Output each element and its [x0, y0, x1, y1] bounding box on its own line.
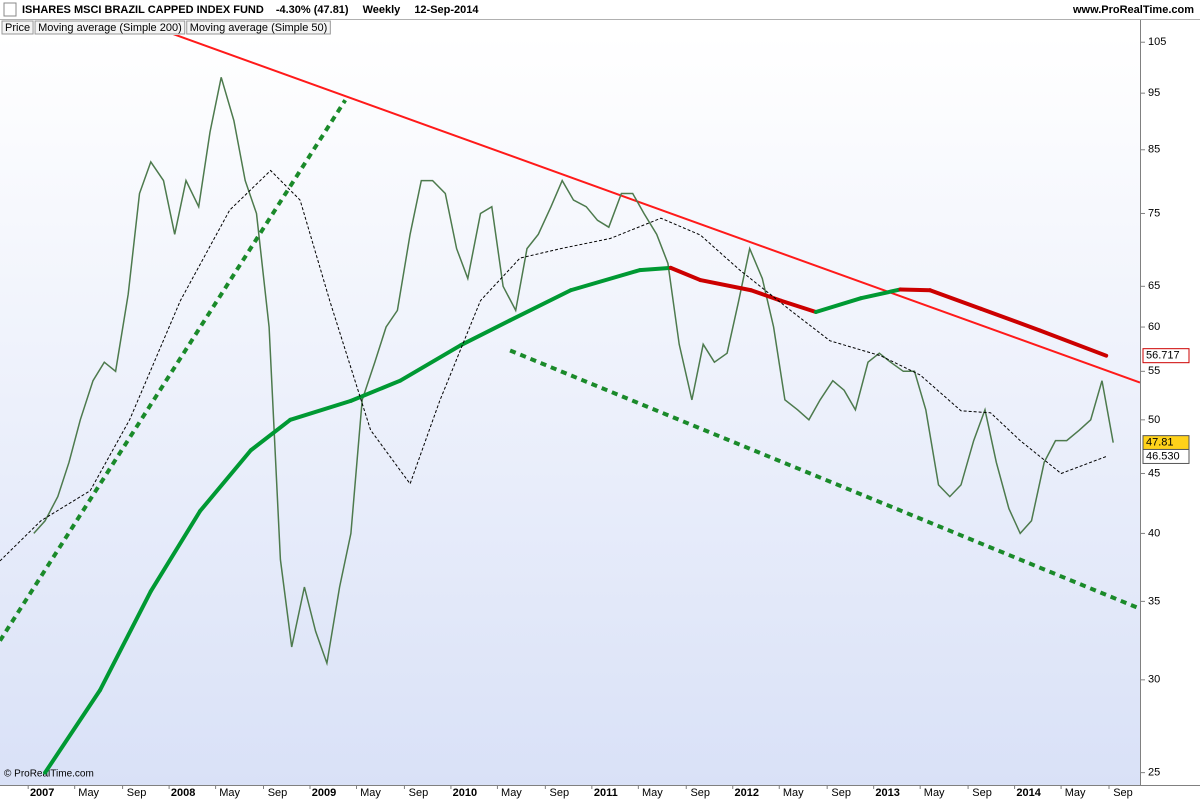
header-icon	[3, 2, 17, 17]
x-tick-label: Sep	[127, 787, 147, 799]
legend-item: Moving average (Simple 50)	[186, 20, 331, 35]
legend-label: Moving average (Simple 50)	[190, 22, 328, 34]
y-tick-label: 40	[1148, 527, 1160, 539]
ma-segment	[458, 318, 513, 348]
plot-area	[0, 35, 1140, 785]
x-tick-label: 2007	[30, 787, 54, 799]
y-tick-label: 65	[1148, 280, 1160, 292]
ma-segment	[348, 378, 403, 403]
x-tick-label: May	[642, 787, 663, 799]
ma-segment	[98, 589, 153, 693]
chart-title: ISHARES MSCI BRAZIL CAPPED INDEX FUND	[22, 4, 264, 16]
last-value-label: 47.81	[1146, 437, 1174, 449]
legend-box	[1, 20, 34, 35]
ma-segment	[1037, 328, 1109, 358]
copyright: © ProRealTime.com	[4, 769, 94, 780]
legend-box	[34, 20, 186, 35]
ma-segment	[198, 448, 253, 514]
ma-segment	[778, 298, 818, 315]
x-tick-label: Sep	[268, 787, 288, 799]
y-tick-label: 50	[1148, 414, 1160, 426]
x-tick-label: May	[219, 787, 240, 799]
y-tick-label: 105	[1148, 36, 1166, 48]
x-tick-label: May	[924, 787, 945, 799]
x-tick-label: Sep	[550, 787, 570, 799]
ma-segment	[398, 343, 463, 383]
x-tick-label: 2013	[875, 787, 899, 799]
ma-segment	[898, 287, 933, 293]
y-tick-label: 85	[1148, 144, 1160, 156]
ma-segment	[637, 265, 673, 273]
plot-layer	[0, 35, 1140, 775]
ma-segment	[43, 688, 103, 775]
ma-segment	[813, 296, 863, 315]
legend-item: Moving average (Simple 200)	[34, 20, 186, 35]
y-tick-label: 30	[1148, 674, 1160, 686]
x-tick-label: May	[78, 787, 99, 799]
ma-segment	[568, 268, 642, 293]
x-tick-label: Sep	[409, 787, 429, 799]
x-tick-label: 2012	[735, 787, 759, 799]
y-tick-label: 45	[1148, 467, 1160, 479]
series-line	[33, 77, 1114, 667]
ma-segment	[978, 306, 1042, 333]
y-tick-label: 75	[1148, 207, 1160, 219]
x-tick-label: Sep	[972, 787, 992, 799]
x-tick-label: 2014	[1016, 787, 1041, 799]
x-tick-label: 2008	[171, 787, 195, 799]
trend-line	[0, 99, 347, 642]
x-tick-label: 2011	[594, 787, 618, 799]
ma-segment	[858, 287, 903, 301]
x-tick-label: May	[501, 787, 522, 799]
y-tick-label: 95	[1148, 87, 1160, 99]
site: www.ProRealTime.com	[1072, 4, 1194, 16]
ma-segment	[508, 288, 573, 323]
ma-segment	[698, 278, 754, 293]
ma-segment	[148, 509, 203, 594]
date: 12-Sep-2014	[414, 4, 479, 16]
trend-line	[172, 35, 1140, 384]
x-tick-label: Sep	[1113, 787, 1133, 799]
x-tick-label: 2009	[312, 787, 336, 799]
y-tick-label: 55	[1148, 365, 1160, 377]
legend-box	[186, 20, 331, 35]
x-tick-label: May	[783, 787, 804, 799]
header: ISHARES MSCI BRAZIL CAPPED INDEX FUND -4…	[22, 4, 1194, 16]
x-tick-label: Sep	[831, 787, 851, 799]
last-value-box	[1142, 448, 1190, 464]
x-tick-label: May	[360, 787, 381, 799]
ma-segment	[668, 265, 703, 283]
change: -4.30% (47.81)	[276, 4, 349, 16]
legend-label: Moving average (Simple 200)	[38, 22, 182, 34]
trend-line	[509, 348, 1140, 611]
y-tick-label: 60	[1148, 321, 1160, 333]
interval: Weekly	[363, 4, 402, 16]
legend-label: Price	[5, 22, 30, 34]
ma-segment	[248, 417, 293, 453]
last-value-label: 46.530	[1146, 450, 1180, 462]
x-tick-label: 2010	[453, 787, 477, 799]
y-tick-label: 35	[1148, 595, 1160, 607]
legend-item: Price	[1, 20, 34, 35]
last-value-label: 56.717	[1146, 350, 1180, 362]
ma-segment	[928, 288, 983, 311]
series-line	[0, 169, 1107, 562]
x-tick-label: Sep	[690, 787, 710, 799]
x-tick-label: May	[1065, 787, 1086, 799]
y-tick-label: 25	[1148, 767, 1160, 779]
ma-segment	[288, 398, 353, 422]
last-value-box	[1142, 348, 1190, 364]
